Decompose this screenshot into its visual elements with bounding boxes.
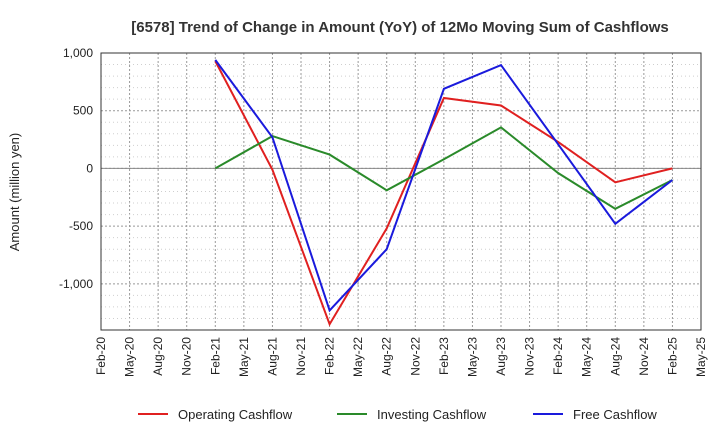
x-tick-label: Nov-22 [408, 337, 422, 376]
x-tick-label: Feb-23 [437, 337, 451, 375]
legend-item-free-cashflow: Free Cashflow [533, 407, 657, 422]
legend-item-operating-cashflow: Operating Cashflow [138, 407, 293, 422]
x-tick-label: Aug-22 [380, 337, 394, 376]
x-tick-label: Aug-23 [494, 337, 508, 376]
x-tick-label: May-25 [694, 337, 708, 377]
legend: Operating Cashflow Investing Cashflow Free… [138, 407, 657, 422]
x-tick-label: Nov-21 [294, 337, 308, 376]
series-line-free-cashflow [214, 59, 674, 313]
x-tick-label: Feb-22 [323, 337, 337, 375]
x-tick-label: May-24 [580, 337, 594, 377]
x-tick-label: Nov-20 [180, 337, 194, 376]
x-tick-label: Nov-24 [637, 337, 651, 376]
x-tick-label: Feb-21 [208, 337, 222, 375]
x-tick-label: May-23 [465, 337, 479, 377]
x-tick-label: May-22 [351, 337, 365, 377]
x-tick-label: Feb-24 [551, 337, 565, 375]
x-tick-label: Feb-25 [665, 337, 679, 375]
y-tick-label: 0 [86, 161, 93, 175]
x-axis-ticks: Feb-20 May-20 Aug-20 Nov-20 Feb-21 May-21 Aug-… [94, 337, 708, 377]
legend-label: Investing Cashflow [377, 407, 487, 422]
y-tick-label: 500 [73, 104, 93, 118]
series-line-operating-cashflow [214, 60, 673, 327]
series-group [214, 59, 674, 327]
legend-item-investing-cashflow: Investing Cashflow [337, 407, 487, 422]
y-axis-ticks: 1,000 500 0 -500 -1,000 [59, 46, 93, 291]
x-tick-label: Nov-23 [523, 337, 537, 376]
y-tick-label: -500 [69, 219, 93, 233]
x-tick-label: Feb-20 [94, 337, 108, 375]
x-tick-label: Aug-21 [265, 337, 279, 376]
y-tick-label: 1,000 [63, 46, 93, 60]
y-tick-label: -1,000 [59, 277, 93, 291]
x-tick-label: May-20 [123, 337, 137, 377]
x-tick-label: May-21 [237, 337, 251, 377]
plot-frame [100, 52, 702, 331]
y-axis-label: Amount (million yen) [7, 133, 22, 252]
chart-title: [6578] Trend of Change in Amount (YoY) o… [131, 19, 669, 36]
legend-label: Operating Cashflow [178, 407, 293, 422]
legend-label: Free Cashflow [573, 407, 657, 422]
x-tick-label: Aug-20 [151, 337, 165, 376]
x-tick-label: Aug-24 [608, 337, 622, 376]
grid [100, 52, 702, 331]
